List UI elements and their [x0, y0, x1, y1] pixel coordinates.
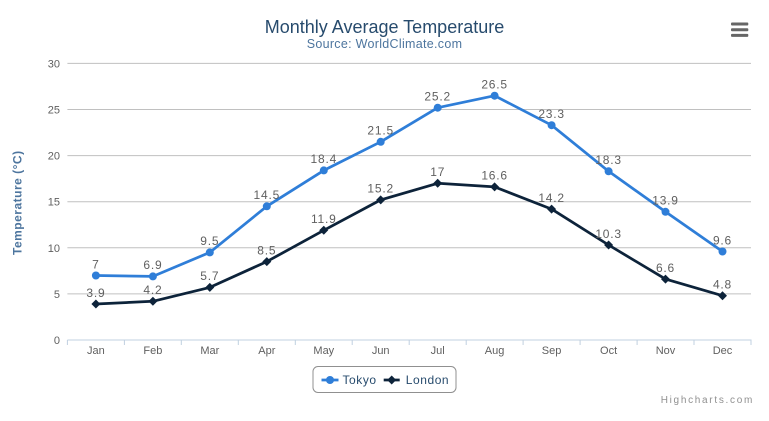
- svg-text:9.6: 9.6: [713, 233, 732, 247]
- svg-text:0: 0: [54, 335, 60, 347]
- svg-text:6.9: 6.9: [143, 258, 162, 272]
- svg-text:Source: WorldClimate.com: Source: WorldClimate.com: [307, 37, 463, 51]
- svg-text:25.2: 25.2: [424, 90, 451, 104]
- svg-text:13.9: 13.9: [652, 194, 679, 208]
- svg-text:14.2: 14.2: [538, 191, 565, 205]
- svg-text:18.3: 18.3: [595, 153, 622, 167]
- svg-text:May: May: [313, 345, 334, 357]
- svg-text:26.5: 26.5: [481, 78, 508, 92]
- svg-text:5: 5: [54, 289, 60, 301]
- svg-text:15.2: 15.2: [367, 182, 394, 196]
- svg-text:3.9: 3.9: [86, 286, 105, 300]
- svg-text:Sep: Sep: [542, 345, 562, 357]
- svg-text:18.4: 18.4: [311, 152, 338, 166]
- svg-text:10.3: 10.3: [595, 227, 622, 241]
- svg-text:Jun: Jun: [372, 345, 390, 357]
- svg-text:Highcharts.com: Highcharts.com: [661, 395, 754, 406]
- svg-text:Dec: Dec: [713, 345, 733, 357]
- svg-text:Feb: Feb: [143, 345, 162, 357]
- svg-text:23.3: 23.3: [538, 107, 565, 121]
- svg-text:Tokyo: Tokyo: [343, 373, 377, 387]
- svg-text:5.7: 5.7: [200, 269, 219, 283]
- svg-text:16.6: 16.6: [481, 169, 508, 183]
- svg-text:17: 17: [430, 165, 445, 179]
- svg-text:Apr: Apr: [258, 345, 275, 357]
- svg-text:20: 20: [48, 151, 60, 163]
- svg-text:Mar: Mar: [200, 345, 219, 357]
- svg-text:14.5: 14.5: [254, 188, 281, 202]
- svg-text:4.2: 4.2: [143, 283, 162, 297]
- svg-text:Aug: Aug: [485, 345, 505, 357]
- svg-text:30: 30: [48, 58, 60, 70]
- svg-text:25: 25: [48, 105, 60, 117]
- svg-text:7: 7: [92, 257, 99, 271]
- svg-text:Temperature (°C): Temperature (°C): [11, 150, 25, 255]
- svg-text:Oct: Oct: [600, 345, 617, 357]
- svg-text:Monthly Average Temperature: Monthly Average Temperature: [265, 17, 504, 37]
- svg-text:21.5: 21.5: [367, 124, 394, 138]
- svg-text:6.6: 6.6: [656, 261, 675, 275]
- svg-text:4.8: 4.8: [713, 278, 732, 292]
- svg-text:Jan: Jan: [87, 345, 105, 357]
- svg-text:10: 10: [48, 243, 60, 255]
- svg-text:11.9: 11.9: [311, 212, 337, 226]
- svg-text:Nov: Nov: [656, 345, 676, 357]
- svg-text:Jul: Jul: [431, 345, 445, 357]
- svg-text:London: London: [406, 373, 449, 387]
- svg-text:8.5: 8.5: [257, 243, 276, 257]
- svg-text:9.5: 9.5: [200, 234, 219, 248]
- svg-text:15: 15: [48, 197, 60, 209]
